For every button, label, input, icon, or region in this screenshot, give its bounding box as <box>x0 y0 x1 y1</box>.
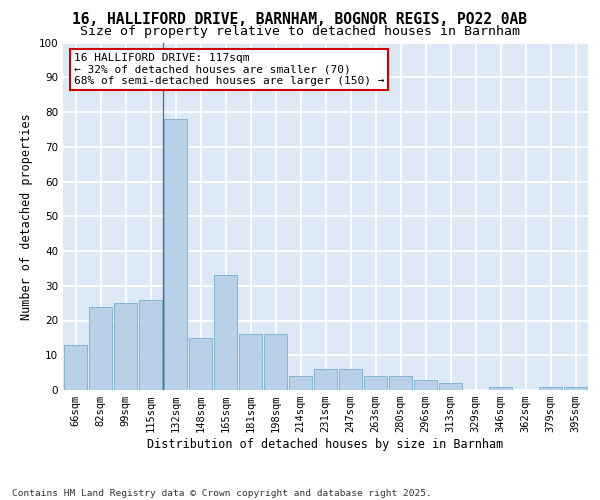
Y-axis label: Number of detached properties: Number of detached properties <box>20 113 33 320</box>
Bar <box>539 386 562 390</box>
Bar <box>189 338 212 390</box>
Bar <box>389 376 412 390</box>
Bar <box>64 345 87 390</box>
Text: 16, HALLIFORD DRIVE, BARNHAM, BOGNOR REGIS, PO22 0AB: 16, HALLIFORD DRIVE, BARNHAM, BOGNOR REG… <box>73 12 527 28</box>
Text: Contains HM Land Registry data © Crown copyright and database right 2025.: Contains HM Land Registry data © Crown c… <box>12 488 432 498</box>
Bar <box>239 334 262 390</box>
Bar <box>139 300 162 390</box>
Text: 16 HALLIFORD DRIVE: 117sqm
← 32% of detached houses are smaller (70)
68% of semi: 16 HALLIFORD DRIVE: 117sqm ← 32% of deta… <box>74 53 384 86</box>
X-axis label: Distribution of detached houses by size in Barnham: Distribution of detached houses by size … <box>148 438 503 451</box>
Bar <box>314 369 337 390</box>
Bar <box>289 376 312 390</box>
Bar <box>164 119 187 390</box>
Bar <box>364 376 387 390</box>
Bar <box>489 386 512 390</box>
Bar <box>339 369 362 390</box>
Bar <box>214 276 237 390</box>
Bar <box>264 334 287 390</box>
Bar <box>114 303 137 390</box>
Text: Size of property relative to detached houses in Barnham: Size of property relative to detached ho… <box>80 25 520 38</box>
Bar <box>414 380 437 390</box>
Bar <box>439 383 462 390</box>
Bar <box>564 386 587 390</box>
Bar <box>89 306 112 390</box>
